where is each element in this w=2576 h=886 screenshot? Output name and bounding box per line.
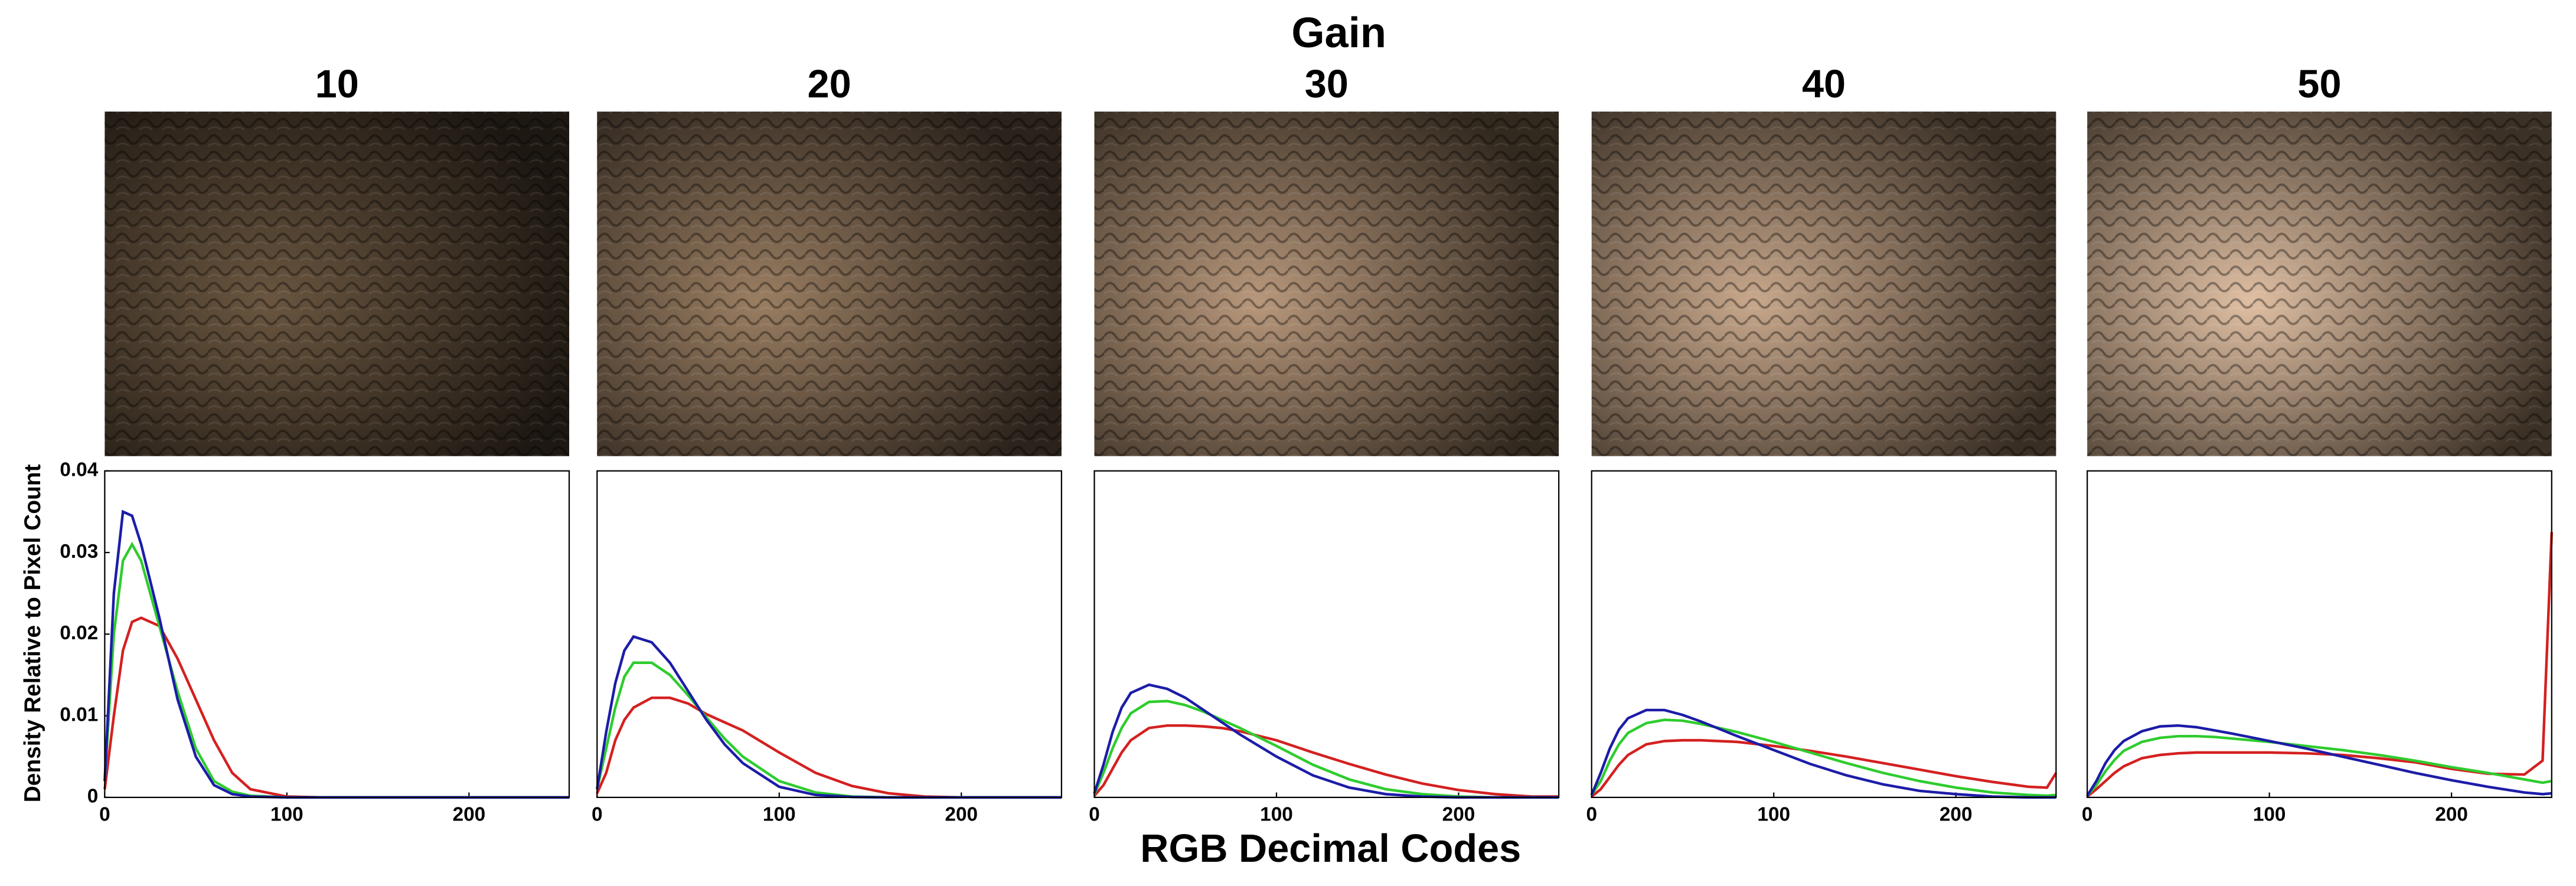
x-tick-label: 0 (99, 803, 110, 825)
photo-texture (597, 112, 1062, 456)
y-tick-label: 0.03 (60, 541, 98, 563)
x-tick-label: 200 (2435, 803, 2468, 825)
panel-title: 10 (315, 63, 359, 106)
plot-frame (1093, 470, 1560, 799)
x-tick-label: 100 (270, 803, 303, 825)
x-axis-label: RGB Decimal Codes (1140, 827, 1521, 871)
x-tick-label: 200 (1442, 803, 1475, 825)
y-axis-label: Density Relative to Pixel Count (20, 464, 45, 802)
x-tick-label: 0 (592, 803, 603, 825)
x-tick-label: 100 (763, 803, 796, 825)
panel-title: 40 (1802, 63, 1846, 106)
plot-frame (2087, 470, 2552, 799)
plot-frame (1591, 470, 2057, 799)
x-tick-label: 100 (1260, 803, 1293, 825)
y-tick-label: 0.04 (60, 459, 98, 481)
plot-frame (596, 470, 1063, 799)
series-line (2086, 724, 2552, 797)
y-tick-label: 0 (87, 786, 99, 807)
panel-title: 50 (2297, 63, 2341, 106)
plot-area (105, 470, 570, 797)
x-tick-label: 0 (1586, 803, 1597, 825)
x-tick-label: 0 (1089, 803, 1100, 825)
panel-title: 20 (807, 63, 851, 106)
plot-frame (104, 470, 570, 799)
series-line (1591, 738, 2058, 798)
x-tick-label: 200 (945, 803, 978, 825)
series-line (1093, 724, 1559, 798)
series-line (1590, 718, 2056, 797)
plot-area (2087, 470, 2552, 797)
x-tick-label: 0 (2082, 803, 2093, 825)
plot-area (1094, 470, 1559, 797)
panel-title: 30 (1305, 63, 1349, 106)
x-tick-label: 200 (1940, 803, 1973, 825)
x-tick-label: 200 (453, 803, 486, 825)
photo-texture (105, 112, 570, 456)
plot-area (597, 470, 1062, 797)
photo-texture (1094, 112, 1559, 456)
plot-area (1591, 470, 2056, 797)
series-line (2086, 734, 2552, 797)
photo-texture (2087, 112, 2552, 456)
x-tick-label: 100 (2253, 803, 2286, 825)
x-tick-label: 100 (1757, 803, 1790, 825)
y-tick-label: 0.01 (60, 704, 98, 725)
y-tick-label: 0.02 (60, 622, 98, 644)
photo-texture (1591, 112, 2056, 456)
figure-title: Gain (1291, 9, 1386, 57)
series-line (1590, 708, 2056, 799)
